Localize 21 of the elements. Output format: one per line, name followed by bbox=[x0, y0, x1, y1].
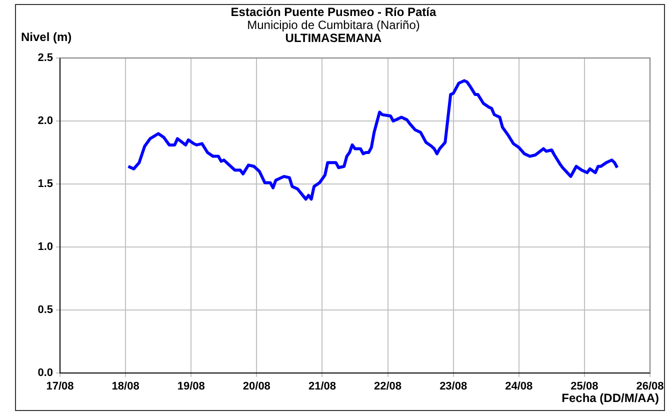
chart-title: Estación Puente Pusmeo - Río Patía bbox=[230, 5, 438, 19]
x-tick-label: 21/08 bbox=[308, 380, 336, 393]
y-tick-label: 1.5 bbox=[38, 178, 53, 190]
x-tick-label: 23/08 bbox=[440, 380, 468, 393]
x-tick-label: 25/08 bbox=[570, 380, 598, 393]
chart-subtitle: Municipio de Cumbitara (Nariño) bbox=[247, 18, 420, 32]
y-tick-label: 1.0 bbox=[38, 241, 53, 254]
y-tick-label: 2.5 bbox=[38, 52, 53, 64]
x-tick-label: 22/08 bbox=[374, 380, 402, 393]
text: ULTIMASEMANA bbox=[285, 31, 382, 45]
y-tick-label: 0.5 bbox=[38, 304, 53, 316]
x-tick-label: 18/08 bbox=[112, 380, 140, 393]
y-axis-title: Nivel (m) bbox=[21, 30, 72, 44]
x-tick-label: 17/08 bbox=[46, 380, 74, 393]
x-axis-title: Fecha (DD/M/AA) bbox=[562, 391, 659, 405]
x-tick-label: 24/08 bbox=[505, 380, 533, 393]
x-tick-label: 19/08 bbox=[177, 380, 205, 393]
y-tick-label: 0.0 bbox=[38, 367, 53, 380]
x-tick-label: 26/08 bbox=[636, 380, 664, 393]
y-tick-label: 2.0 bbox=[38, 115, 53, 128]
x-tick-label: 20/08 bbox=[242, 380, 270, 393]
